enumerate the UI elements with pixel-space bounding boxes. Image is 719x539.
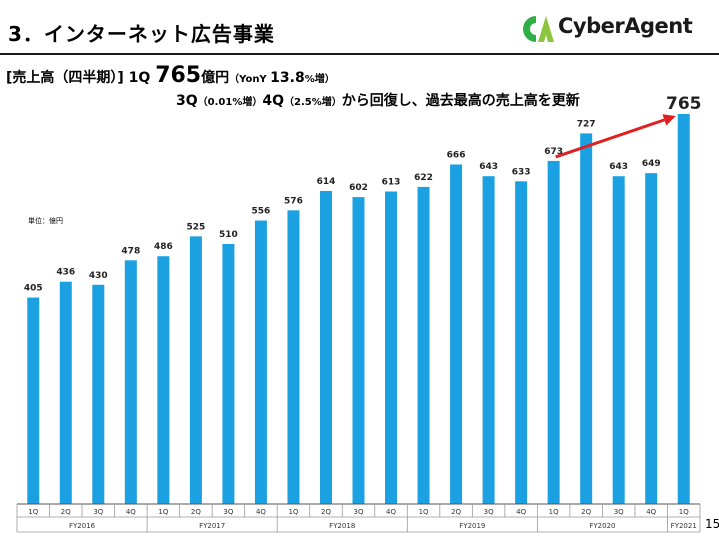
category-label-2: 2Q [61, 508, 71, 516]
headline-prefix: [売上高（四半期）] 1Q [6, 70, 156, 86]
fiscal-year-label-4: FY2019 [459, 522, 485, 530]
data-label-11: 602 [349, 183, 368, 193]
bar-11 [352, 197, 365, 505]
data-label-8: 556 [252, 207, 271, 217]
bar-3 [92, 284, 105, 504]
bar-15 [482, 176, 495, 504]
cyberagent-logo: CyberAgent [516, 8, 716, 48]
data-label-3: 430 [89, 271, 108, 281]
data-label-7: 510 [219, 230, 238, 240]
headline-revenue: [売上高（四半期）] 1Q 765億円（YonY 13.8%増） [6, 63, 335, 88]
headline-recovery: 3Q（0.01%増）4Q（2.5%増）から回復し、過去最高の売上高を更新 [176, 90, 580, 110]
bar-17 [547, 160, 560, 504]
bar-10 [319, 190, 332, 504]
data-label-18: 727 [577, 119, 596, 129]
headline2-part1: 3Q [176, 93, 198, 109]
category-label-17: 1Q [549, 508, 559, 516]
page-number: 15 [705, 517, 719, 531]
category-label-1: 1Q [28, 508, 38, 516]
category-label-13: 1Q [419, 508, 429, 516]
bar-5 [157, 256, 170, 504]
trend-arrow-line [555, 118, 665, 159]
fiscal-year-label-5: FY2020 [589, 522, 615, 530]
headline-yoy-suffix: %増） [304, 74, 335, 85]
category-label-16: 4Q [516, 508, 526, 516]
category-label-10: 2Q [321, 508, 331, 516]
headline2-part4: （2.5%増） [284, 97, 342, 108]
headline-yoy-label: （YonY [229, 74, 271, 85]
category-label-14: 2Q [451, 508, 461, 516]
data-label-4: 478 [121, 246, 140, 256]
fiscal-year-label-6: FY2021 [671, 522, 697, 530]
bar-2 [59, 281, 72, 504]
bar-6 [189, 236, 202, 504]
bar-9 [287, 210, 300, 504]
data-label-17: 673 [544, 147, 563, 157]
bar-7 [222, 244, 235, 504]
data-label-10: 614 [317, 177, 336, 187]
category-label-12: 4Q [386, 508, 396, 516]
headline-unit: 億円 [201, 70, 230, 86]
data-label-9: 576 [284, 196, 303, 206]
bar-13 [417, 186, 430, 504]
trend-arrow-head [662, 114, 676, 126]
bar-14 [450, 164, 463, 504]
category-label-8: 4Q [256, 508, 266, 516]
data-label-13: 622 [414, 173, 433, 183]
category-label-4: 4Q [126, 508, 136, 516]
fiscal-year-label-1: FY2016 [69, 522, 96, 530]
data-label-2: 436 [56, 268, 75, 278]
category-label-15: 3Q [484, 508, 494, 516]
headline-yoy-value: 13.8 [270, 70, 305, 86]
data-label-20: 649 [642, 159, 661, 169]
fiscal-year-label-2: FY2017 [199, 522, 225, 530]
data-label-14: 666 [447, 150, 466, 160]
logo-text: CyberAgent [558, 14, 693, 38]
category-label-19: 3Q [614, 508, 624, 516]
data-label-1: 405 [24, 284, 43, 294]
category-label-21: 1Q [679, 508, 689, 516]
headline2-part5: から回復し、過去最高の売上高を更新 [341, 93, 580, 109]
data-label-12: 613 [382, 177, 401, 187]
data-label-21: 765 [666, 94, 702, 114]
bar-20 [645, 173, 658, 504]
bar-8 [254, 220, 267, 505]
fiscal-year-label-3: FY2018 [329, 522, 355, 530]
bar-19 [612, 176, 625, 504]
headline2-part3: 4Q [262, 93, 285, 109]
bar-16 [515, 181, 528, 504]
category-label-18: 2Q [581, 508, 591, 516]
data-label-6: 525 [186, 222, 205, 232]
category-label-11: 3Q [354, 508, 364, 516]
category-label-20: 4Q [646, 508, 656, 516]
category-label-6: 2Q [191, 508, 201, 516]
chart-unit-label: 単位：億円 [28, 217, 63, 225]
slide-title: 3．インターネット広告事業 [8, 22, 275, 46]
data-label-5: 486 [154, 242, 173, 252]
data-label-15: 643 [479, 162, 498, 172]
bar-12 [385, 191, 398, 505]
data-label-19: 643 [609, 162, 628, 172]
bar-21 [677, 114, 690, 504]
headline2-part2: （0.01%増） [197, 97, 263, 108]
bar-4 [124, 260, 137, 504]
bar-1 [27, 297, 40, 504]
data-label-16: 633 [512, 167, 531, 177]
category-label-5: 1Q [158, 508, 168, 516]
cyberagent-logo-icon [523, 16, 554, 42]
title-divider [0, 53, 719, 55]
category-label-7: 3Q [223, 508, 233, 516]
category-label-3: 3Q [93, 508, 103, 516]
category-label-9: 1Q [288, 508, 298, 516]
headline-value: 765 [155, 63, 202, 88]
bar-18 [580, 133, 593, 504]
